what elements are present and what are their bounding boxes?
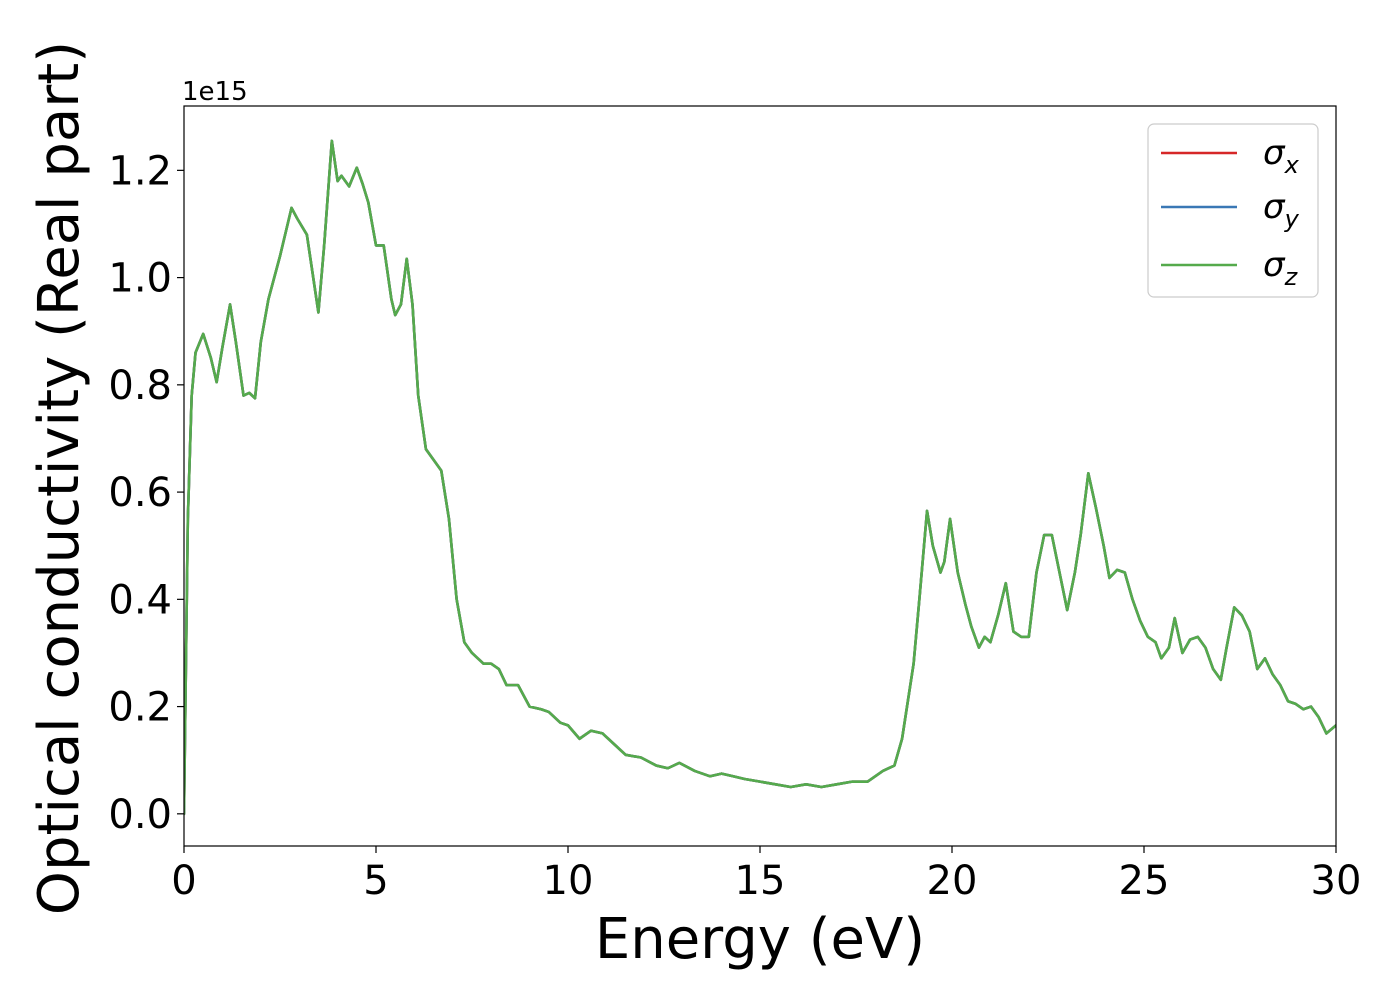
x-tick-label: 15 xyxy=(735,858,786,904)
y-offset-label: 1e15 xyxy=(182,77,248,107)
legend-symbol: σ xyxy=(1263,133,1286,173)
legend-symbol: σ xyxy=(1263,187,1286,227)
legend-subscript: z xyxy=(1284,263,1299,291)
legend-subscript: x xyxy=(1284,151,1300,179)
legend-subscript: y xyxy=(1284,205,1300,233)
y-axis-ticks: 0.0 0.2 0.4 0.6 0.8 1.0 1.2 xyxy=(108,148,184,838)
x-tick-label: 0 xyxy=(171,858,196,904)
y-tick-label: 0.6 xyxy=(108,470,172,516)
y-tick-label: 1.0 xyxy=(108,256,172,302)
y-tick-label: 0.4 xyxy=(108,577,172,623)
x-tick-label: 10 xyxy=(543,858,594,904)
x-tick-label: 25 xyxy=(1119,858,1170,904)
y-tick-label: 0.8 xyxy=(108,363,172,409)
x-tick-label: 5 xyxy=(363,858,388,904)
x-axis-title: Energy (eV) xyxy=(595,907,925,972)
legend-label-z: σz xyxy=(1263,245,1299,291)
legend-symbol: σ xyxy=(1263,245,1286,285)
series-layer xyxy=(184,139,1336,816)
x-tick-label: 20 xyxy=(927,858,978,904)
legend-frame xyxy=(1147,123,1319,298)
series-line-z xyxy=(184,139,1336,816)
legend-label-x: σx xyxy=(1263,133,1300,179)
y-tick-label: 1.2 xyxy=(108,148,172,194)
y-tick-label: 0.0 xyxy=(108,792,172,838)
x-tick-label: 30 xyxy=(1311,858,1362,904)
y-tick-label: 0.2 xyxy=(108,685,172,731)
legend-label-y: σy xyxy=(1263,187,1300,233)
y-axis-title: Optical conductivity (Real part) xyxy=(27,41,92,915)
x-axis-ticks: 0 5 10 15 20 25 30 xyxy=(171,846,1361,904)
